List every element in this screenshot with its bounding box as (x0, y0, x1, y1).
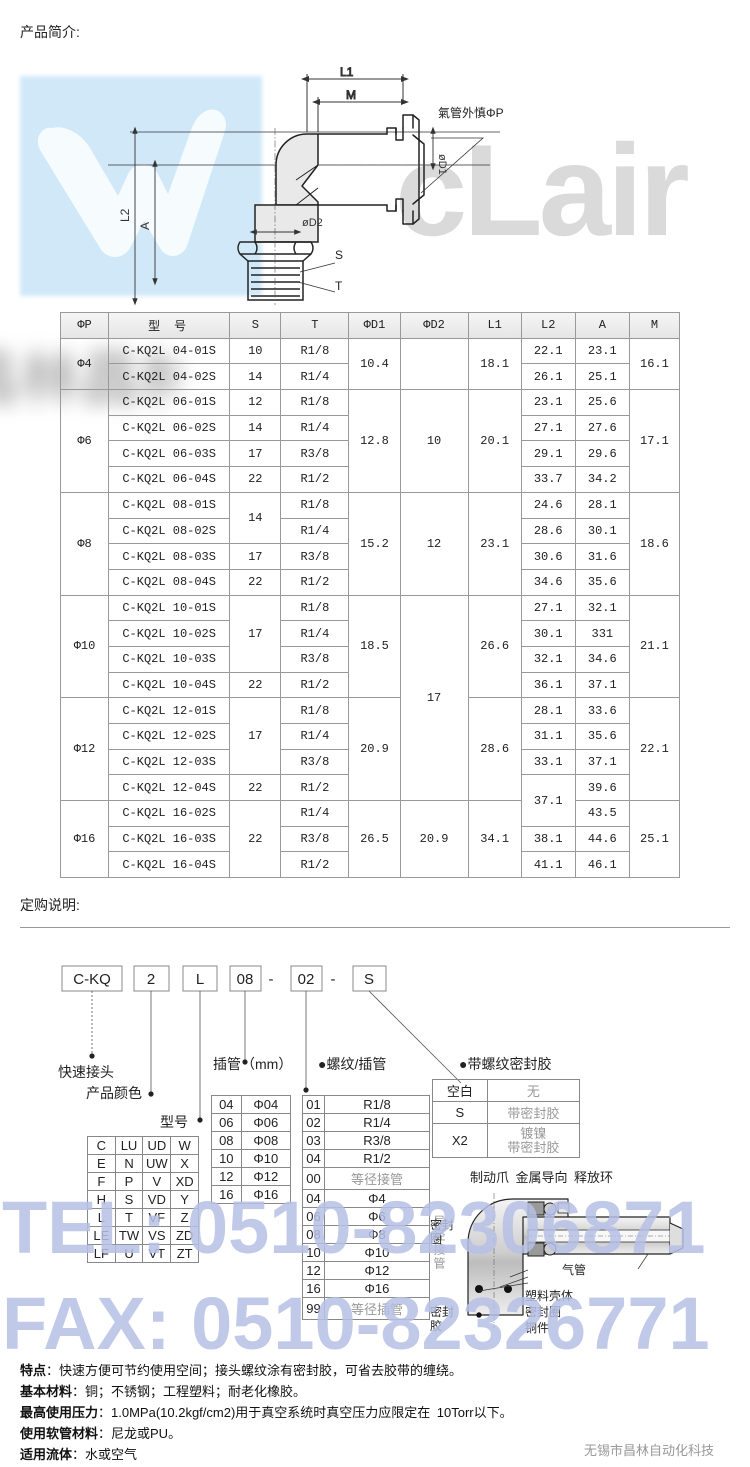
svg-text:C-KQ: C-KQ (73, 971, 111, 988)
svg-text:-: - (331, 971, 336, 988)
svg-text:S: S (364, 971, 374, 988)
svg-text:-: - (269, 971, 274, 988)
svg-text:L: L (196, 971, 204, 988)
svg-text:02: 02 (298, 971, 315, 988)
svg-text:2: 2 (147, 971, 155, 988)
svg-text:08: 08 (237, 971, 254, 988)
